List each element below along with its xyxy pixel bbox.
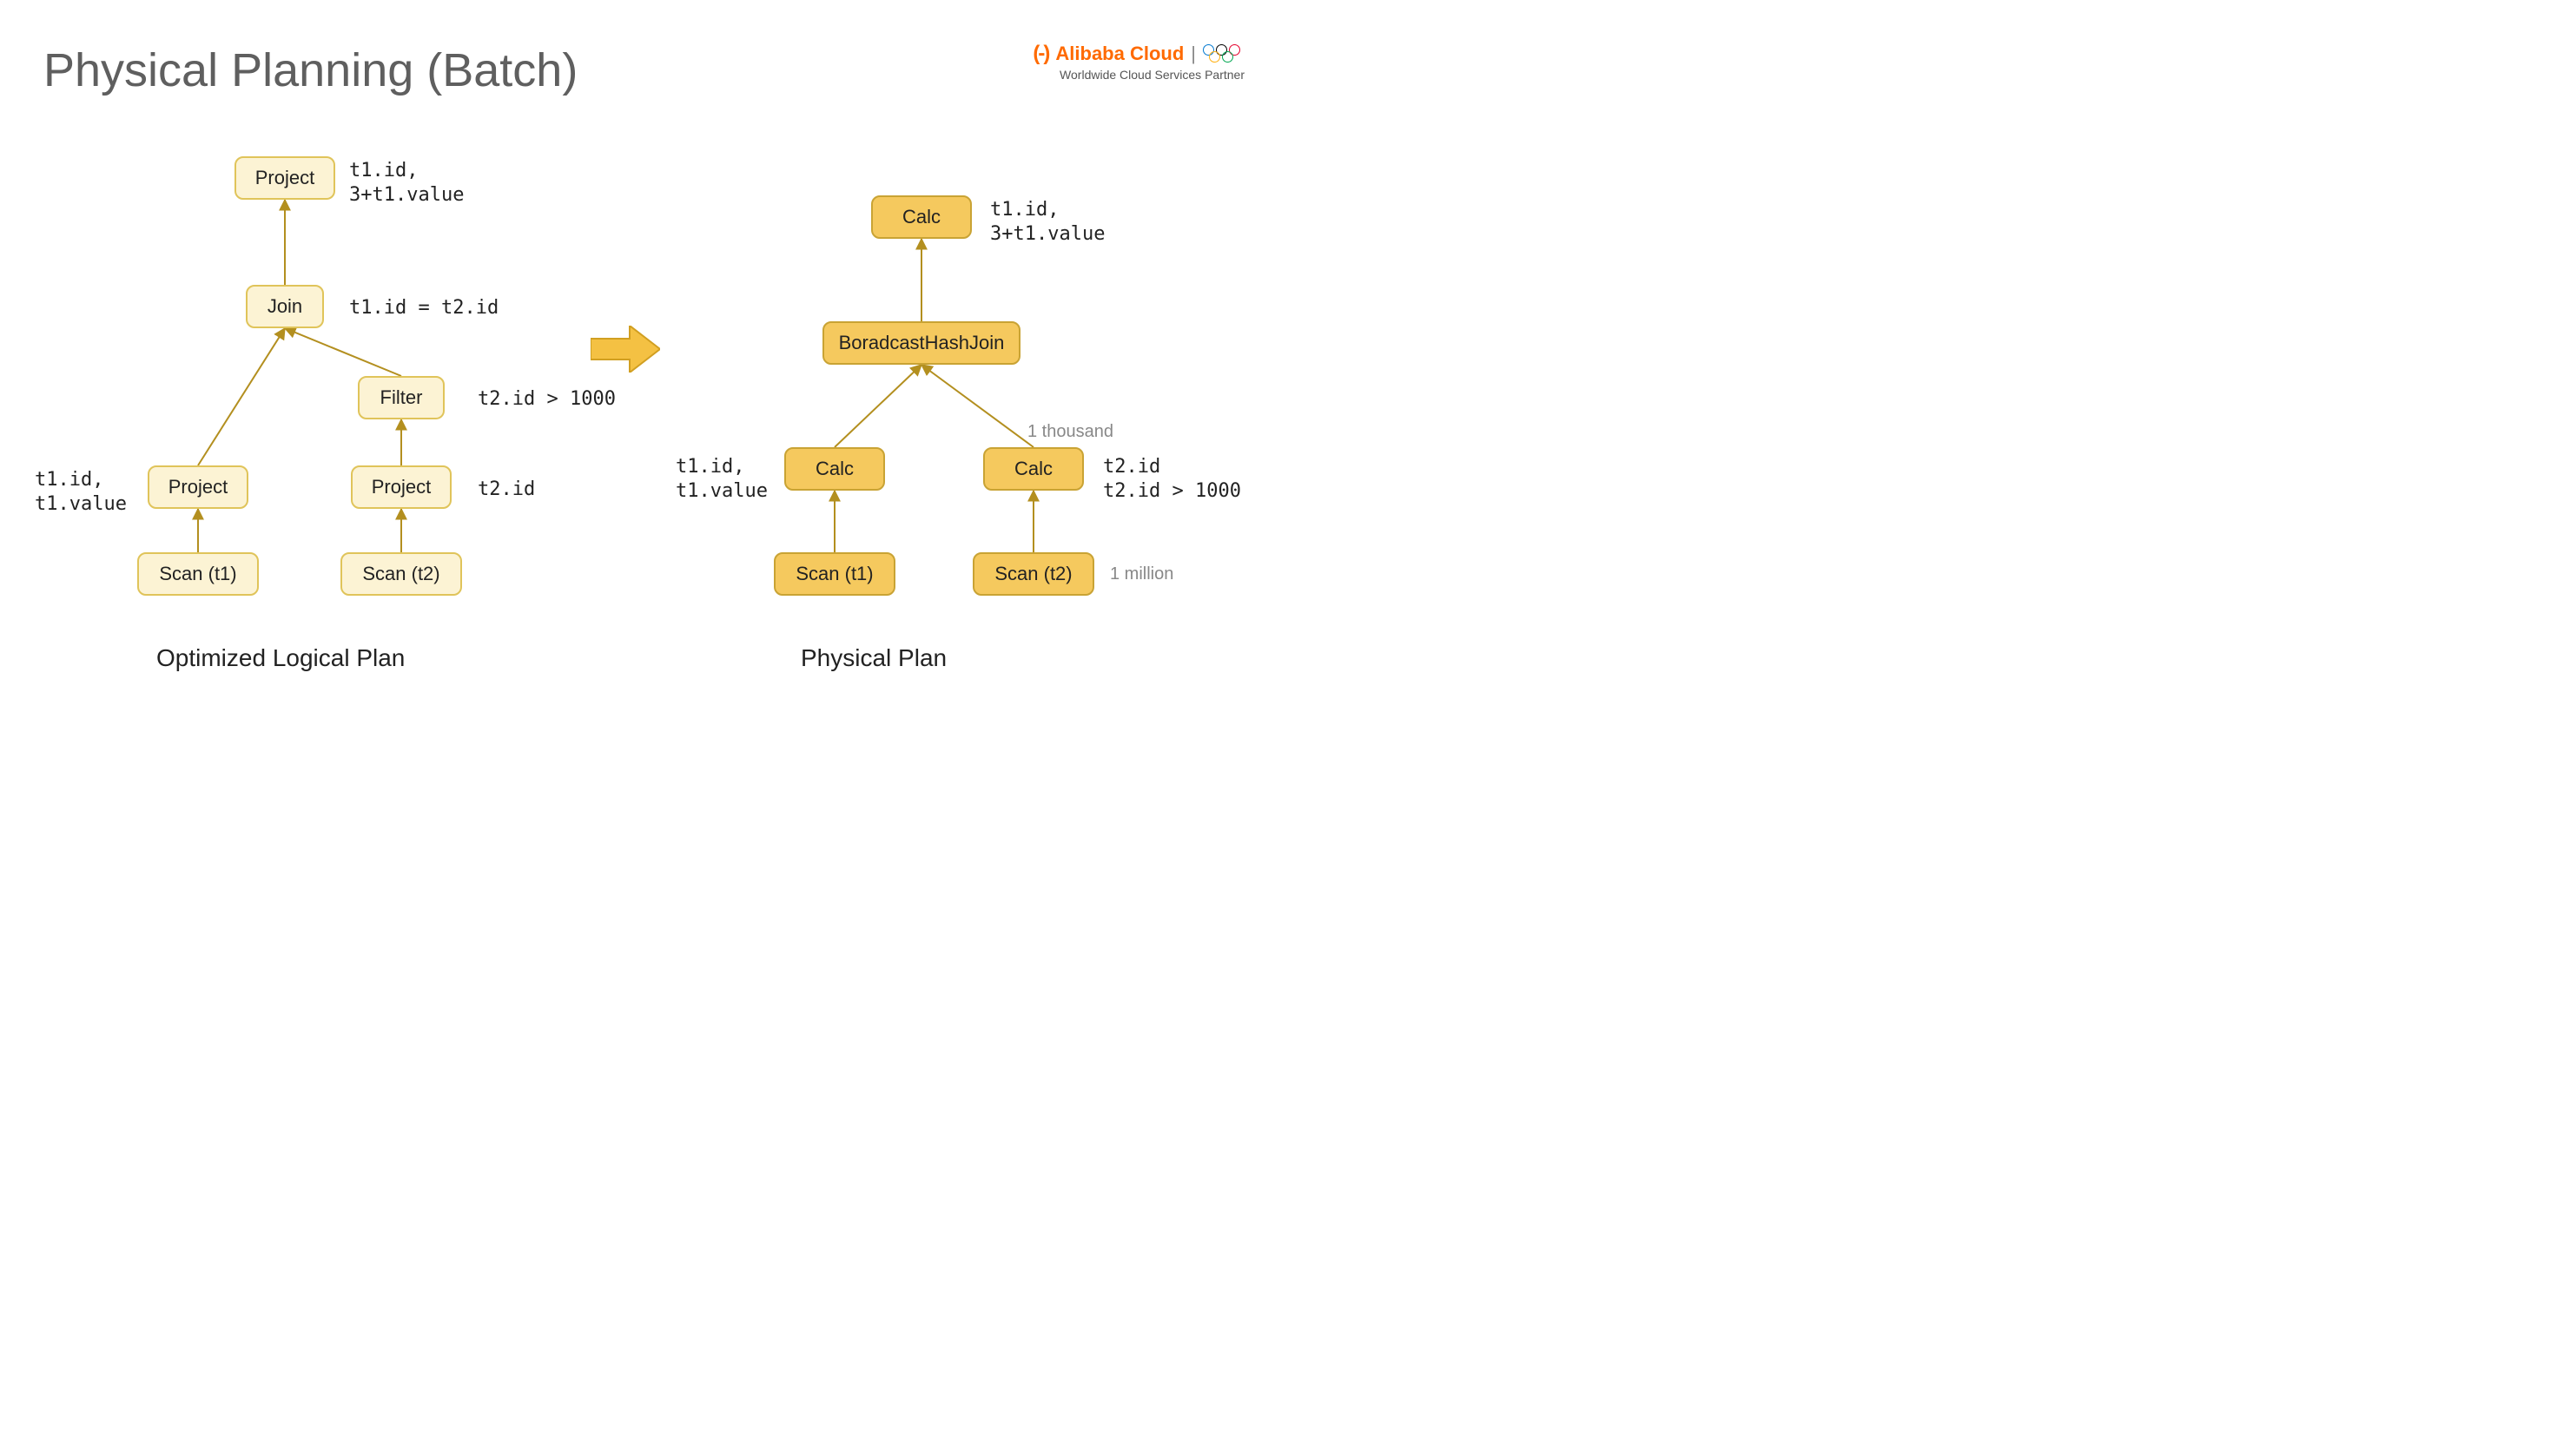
annot-project_left: t1.id, t1.value: [35, 468, 127, 516]
annot-calc_top: t1.id, 3+t1.value: [990, 198, 1105, 246]
transition-arrow-icon: [591, 326, 660, 373]
node-project_top: Project: [234, 156, 335, 200]
logo-tagline: Worldwide Cloud Services Partner: [1033, 68, 1245, 82]
node-bhj: BoradcastHashJoin: [822, 321, 1020, 365]
node-scan_t2: Scan (t2): [973, 552, 1094, 596]
logo: (-) Alibaba Cloud | Worldwide Cloud Serv…: [1033, 42, 1245, 82]
node-scan_t2: Scan (t2): [340, 552, 462, 596]
alibaba-brand-text: Alibaba Cloud: [1055, 43, 1184, 65]
node-project_right: Project: [351, 465, 452, 509]
caption-logical: Optimized Logical Plan: [156, 644, 405, 672]
logo-divider: |: [1191, 43, 1196, 65]
caption-physical: Physical Plan: [801, 644, 947, 672]
slide-title: Physical Planning (Batch): [43, 43, 578, 97]
node-calc_left: Calc: [784, 447, 885, 491]
node-filter: Filter: [358, 376, 445, 419]
annot-calc_right: t2.id t2.id > 1000: [1103, 455, 1241, 503]
node-scan_t1: Scan (t1): [137, 552, 259, 596]
node-scan_t1: Scan (t1): [774, 552, 895, 596]
annot-million: 1 million: [1110, 564, 1173, 585]
node-calc_top: Calc: [871, 195, 972, 239]
annot-join: t1.id = t2.id: [349, 296, 499, 320]
node-project_left: Project: [148, 465, 248, 509]
annot-project_right: t2.id: [478, 478, 535, 502]
annot-filter: t2.id > 1000: [478, 387, 616, 412]
annot-project_top: t1.id, 3+t1.value: [349, 159, 464, 207]
node-calc_right: Calc: [983, 447, 1084, 491]
alibaba-bracket-icon: (-): [1033, 42, 1048, 66]
annot-thousand: 1 thousand: [1027, 421, 1113, 443]
annot-calc_left: t1.id, t1.value: [676, 455, 768, 503]
node-join: Join: [246, 285, 324, 328]
olympic-rings-icon: [1203, 44, 1245, 63]
